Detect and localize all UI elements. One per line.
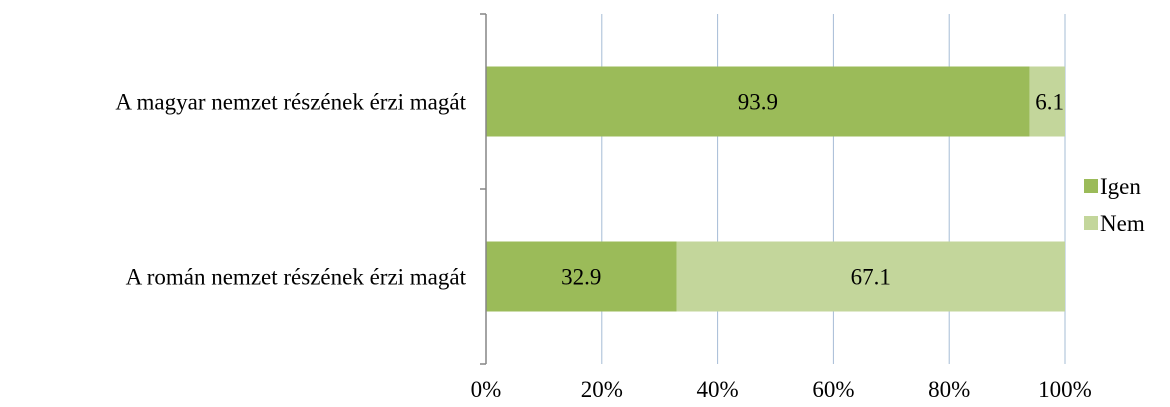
category-label: A magyar nemzet részének érzi magát: [115, 90, 466, 115]
x-tick-label: 80%: [928, 377, 970, 402]
bar-igen: [486, 66, 1030, 137]
bar-igen: [486, 241, 677, 312]
bar-nem: [676, 241, 1065, 312]
category-label: A román nemzet részének érzi magát: [126, 265, 467, 290]
legend-swatch-igen: [1084, 179, 1098, 193]
legend-swatch-nem: [1084, 216, 1098, 230]
data-label: 6.1: [1035, 90, 1064, 115]
bar-nem: [1029, 66, 1065, 137]
x-tick-label: 20%: [581, 377, 623, 402]
legend-label: Igen: [1100, 174, 1141, 199]
x-tick-label: 100%: [1038, 377, 1092, 402]
data-label: 93.9: [738, 90, 778, 115]
data-label: 67.1: [851, 265, 891, 290]
x-tick-label: 40%: [697, 377, 739, 402]
x-tick-label: 0%: [471, 377, 502, 402]
x-tick-label: 60%: [812, 377, 854, 402]
legend-label: Nem: [1100, 211, 1145, 236]
data-label: 32.9: [561, 265, 601, 290]
